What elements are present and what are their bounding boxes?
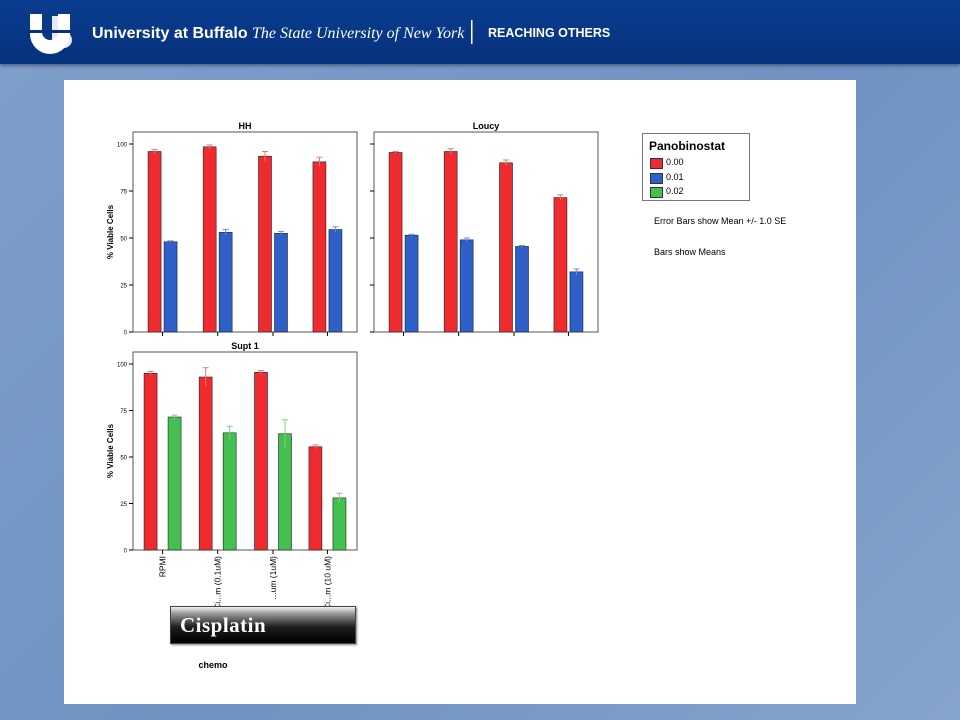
chart-title: Supt 1 <box>231 341 259 351</box>
bar <box>254 372 268 551</box>
bar <box>499 162 513 333</box>
y-tick-label: 0 <box>124 549 128 555</box>
header-graphic: University at Buffalo The State Universi… <box>28 14 610 54</box>
x-tick-label: Ci...m (10 uM) <box>322 556 332 610</box>
error-bars-note: Error Bars show Mean +/- 1.0 SE <box>654 216 787 226</box>
bar <box>308 446 323 551</box>
legend: Panobinostat 0.00 0.01 0.02 <box>642 133 750 201</box>
chart-panel: Loucy <box>370 121 599 336</box>
y-tick-label: 25 <box>120 502 127 508</box>
bar <box>143 372 158 551</box>
bars-note: Bars show Means <box>654 247 726 257</box>
y-tick-label: 50 <box>120 237 127 243</box>
chart-title: HH <box>239 121 252 131</box>
bar <box>553 197 568 333</box>
legend-label: 0.01 <box>666 172 684 182</box>
bar <box>218 232 233 333</box>
bar <box>459 239 474 333</box>
bar <box>312 161 327 333</box>
y-axis-label: % Viable Cells <box>106 204 115 259</box>
chart-area: HH 0 25 50 75 100 % Viable Cells Loucy Supt 1 0 25… <box>106 121 599 670</box>
y-tick-label: 100 <box>117 363 128 369</box>
bar <box>222 432 237 551</box>
bar <box>388 152 403 333</box>
x-tick-label: ...um (1uM) <box>268 556 278 600</box>
bar <box>515 246 529 333</box>
bar <box>202 146 217 333</box>
y-tick-label: 100 <box>117 143 128 149</box>
bar <box>147 151 162 333</box>
y-axis-label: % Viable Cells <box>106 423 115 478</box>
bar <box>404 234 419 333</box>
legend-label: 0.02 <box>666 186 684 196</box>
x-tick-label: Ci...m (0.1uM) <box>213 556 223 610</box>
cisplatin-label: Cisplatin <box>180 613 267 637</box>
chart-panel: Supt 1 0 25 50 75 100 % Viable Cells RPMI Ci...m… <box>106 341 358 670</box>
legend-swatch-red <box>650 158 663 169</box>
legend-swatch-blue <box>650 173 663 184</box>
legend-title: Panobinostat <box>649 139 726 153</box>
header-divider <box>471 20 473 44</box>
bar <box>258 155 272 333</box>
legend-label: 0.00 <box>666 157 684 167</box>
cisplatin-callout: Cisplatin <box>170 606 356 644</box>
ub-logo-icon <box>28 14 72 54</box>
chart-title: Loucy <box>473 121 500 131</box>
legend-swatch-green <box>650 187 663 198</box>
y-tick-label: 25 <box>120 284 127 290</box>
y-tick-label: 75 <box>120 409 127 415</box>
bar <box>278 433 292 551</box>
university-name: University at Buffalo <box>92 25 248 42</box>
bar <box>163 241 178 333</box>
y-tick-label: 75 <box>120 190 127 196</box>
y-tick-label: 0 <box>124 331 128 337</box>
university-header-banner: University at Buffalo The State Universi… <box>0 0 960 64</box>
bar <box>198 376 213 551</box>
bar <box>569 271 584 333</box>
university-tagline: The State University of New York <box>252 25 465 42</box>
bar <box>443 151 458 333</box>
slide-content: HH 0 25 50 75 100 % Viable Cells Loucy Supt 1 0 25… <box>64 80 856 704</box>
bar <box>328 229 343 333</box>
bar <box>332 497 347 551</box>
university-motto: REACHING OTHERS <box>488 26 610 40</box>
chart-panel: HH 0 25 50 75 100 % Viable Cells <box>106 121 358 337</box>
bar <box>167 416 182 551</box>
x-tick-label: RPMI <box>158 556 168 577</box>
bar <box>274 233 288 333</box>
plot-frame <box>132 351 358 551</box>
y-tick-label: 50 <box>120 456 127 462</box>
x-axis-label: chemo <box>198 660 228 670</box>
